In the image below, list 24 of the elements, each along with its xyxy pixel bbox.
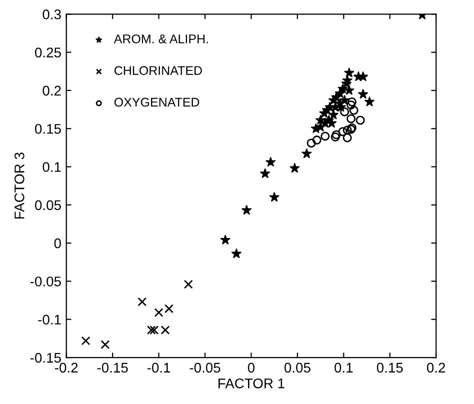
y-tick-label: 0.15 (35, 124, 61, 134)
y-axis-title: FACTOR 3 (14, 152, 24, 219)
x-tick-label: -0.1 (147, 362, 170, 373)
x-tick-label: 0.1 (334, 362, 353, 373)
x-tick-label: 0.2 (426, 362, 446, 373)
legend-label: AROM. & ALIPH. (114, 34, 208, 44)
y-tick-label: -0.05 (30, 276, 61, 286)
x-axis-title: FACTOR 1 (218, 378, 284, 388)
y-tick-label: 0 (54, 238, 61, 248)
x-tick-label: 0 (248, 362, 255, 373)
y-tick-label: 0.2 (42, 86, 61, 96)
y-tick-label: 0.25 (35, 48, 61, 58)
legend-label: CHLORINATED (114, 66, 202, 75)
x-tick-label: -0.2 (55, 362, 78, 373)
legend-label: OXYGENATED (114, 98, 200, 107)
x-tick-label: -0.05 (190, 362, 220, 373)
y-tick-label: 0.05 (35, 200, 61, 210)
y-tick-label: -0.15 (30, 352, 61, 363)
y-tick-label: 0.3 (42, 9, 61, 20)
x-tick-label: 0.05 (284, 362, 310, 373)
x-tick-label: -0.15 (97, 362, 128, 373)
x-tick-label: 0.15 (376, 362, 403, 373)
y-tick-label: -0.1 (38, 314, 61, 325)
y-tick-label: 0.1 (42, 162, 61, 172)
